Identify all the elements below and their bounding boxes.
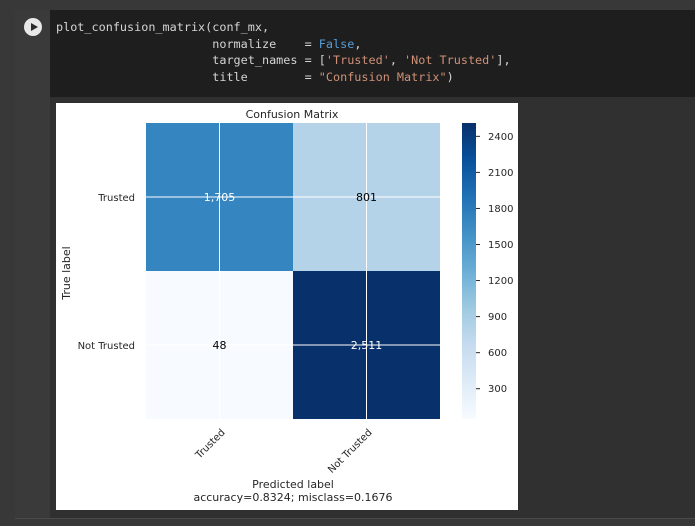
code-line-3-string-2: 'Not Trusted': [404, 53, 497, 67]
code-line-4-end: ): [446, 69, 454, 84]
code-line-2-value: False: [318, 36, 355, 51]
cell-value-label: 801: [356, 191, 377, 204]
cell-divider: [15, 518, 695, 519]
colorbar-tick-label: 600: [488, 348, 507, 359]
colorbar-tick-label: 1800: [488, 204, 513, 215]
y-tick-label: Trusted: [97, 193, 135, 204]
code-line-1: plot_confusion_matrix(conf_mx,: [56, 20, 270, 34]
colorbar-tick-label: 2400: [488, 132, 513, 143]
confusion-matrix-chart: Confusion Matrix 1,705 801 48 2,511 Trusted…: [60, 108, 513, 504]
y-tick-label: Not Trusted: [78, 341, 135, 352]
code-line-2-end: ,: [354, 36, 362, 51]
code-line-4-value: "Confusion Matrix": [318, 69, 447, 84]
y-axis-label: True label: [60, 246, 73, 300]
cell-value-label: 2,511: [351, 339, 383, 352]
x-tick-label: Not Trusted: [326, 427, 374, 475]
cell-value-label: 48: [213, 339, 227, 352]
code-editor[interactable]: plot_confusion_matrix(conf_mx, normalize…: [50, 10, 695, 97]
play-icon[interactable]: [24, 18, 42, 36]
colorbar: [462, 123, 476, 419]
code-line-3-sep: ,: [389, 53, 405, 67]
cell-output: Confusion Matrix 1,705 801 48 2,511 Trusted…: [56, 103, 518, 510]
cell-gutter: [15, 10, 50, 518]
code-line-4-arg: title =: [56, 69, 319, 84]
colorbar-tick-label: 1500: [488, 240, 513, 251]
code-text[interactable]: plot_confusion_matrix(conf_mx, normalize…: [56, 19, 511, 85]
accuracy-subtitle: accuracy=0.8324; misclass=0.1676: [193, 491, 392, 504]
cell-value-label: 1,705: [204, 191, 236, 204]
colorbar-tick-label: 300: [488, 384, 507, 395]
code-line-3-arg: target_names = [: [56, 53, 326, 67]
code-line-3-end: ],: [496, 53, 511, 67]
colorbar-tick-label: 2100: [488, 168, 513, 179]
x-axis-label: Predicted label: [252, 478, 334, 491]
code-line-2-arg: normalize =: [56, 36, 319, 51]
colorbar-tick-label: 1200: [488, 276, 513, 287]
x-tick-label: Trusted: [193, 427, 227, 461]
colorbar-tick-label: 900: [488, 312, 507, 323]
code-line-3-string-1: 'Trusted': [325, 53, 390, 67]
chart-title: Confusion Matrix: [246, 108, 339, 121]
